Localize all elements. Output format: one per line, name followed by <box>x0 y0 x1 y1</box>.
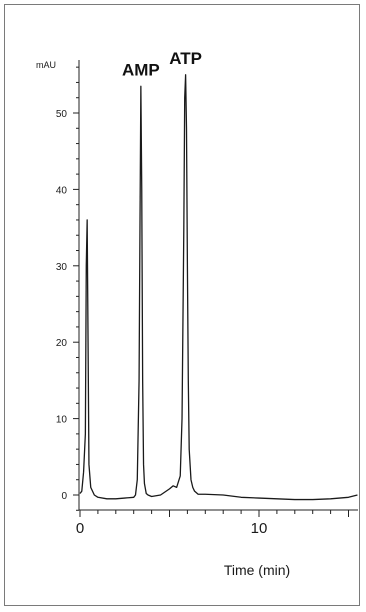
series-layer <box>79 74 358 501</box>
x-tick-label: 0 <box>76 520 84 537</box>
y-tick-label: 10 <box>56 415 68 426</box>
annotation-layer: AMP ATP <box>122 49 202 79</box>
chromatogram-trace <box>79 74 358 501</box>
y-axis-unit-label: mAU <box>36 60 56 70</box>
x-axis-title: Time (min) <box>224 562 290 578</box>
y-tick-label: 0 <box>61 491 67 502</box>
y-tick-label: 20 <box>56 338 68 349</box>
y-tick-label: 40 <box>56 185 68 196</box>
y-axis: 0 10 20 30 40 50 <box>56 60 80 511</box>
x-tick-label: 10 <box>251 520 268 537</box>
x-axis: 0 10 <box>76 509 358 537</box>
y-tick-label: 50 <box>56 109 68 120</box>
peak-label-atp: ATP <box>169 49 202 68</box>
chart-frame <box>4 4 360 606</box>
y-tick-label: 30 <box>56 262 68 273</box>
peak-label-amp: AMP <box>122 60 160 79</box>
